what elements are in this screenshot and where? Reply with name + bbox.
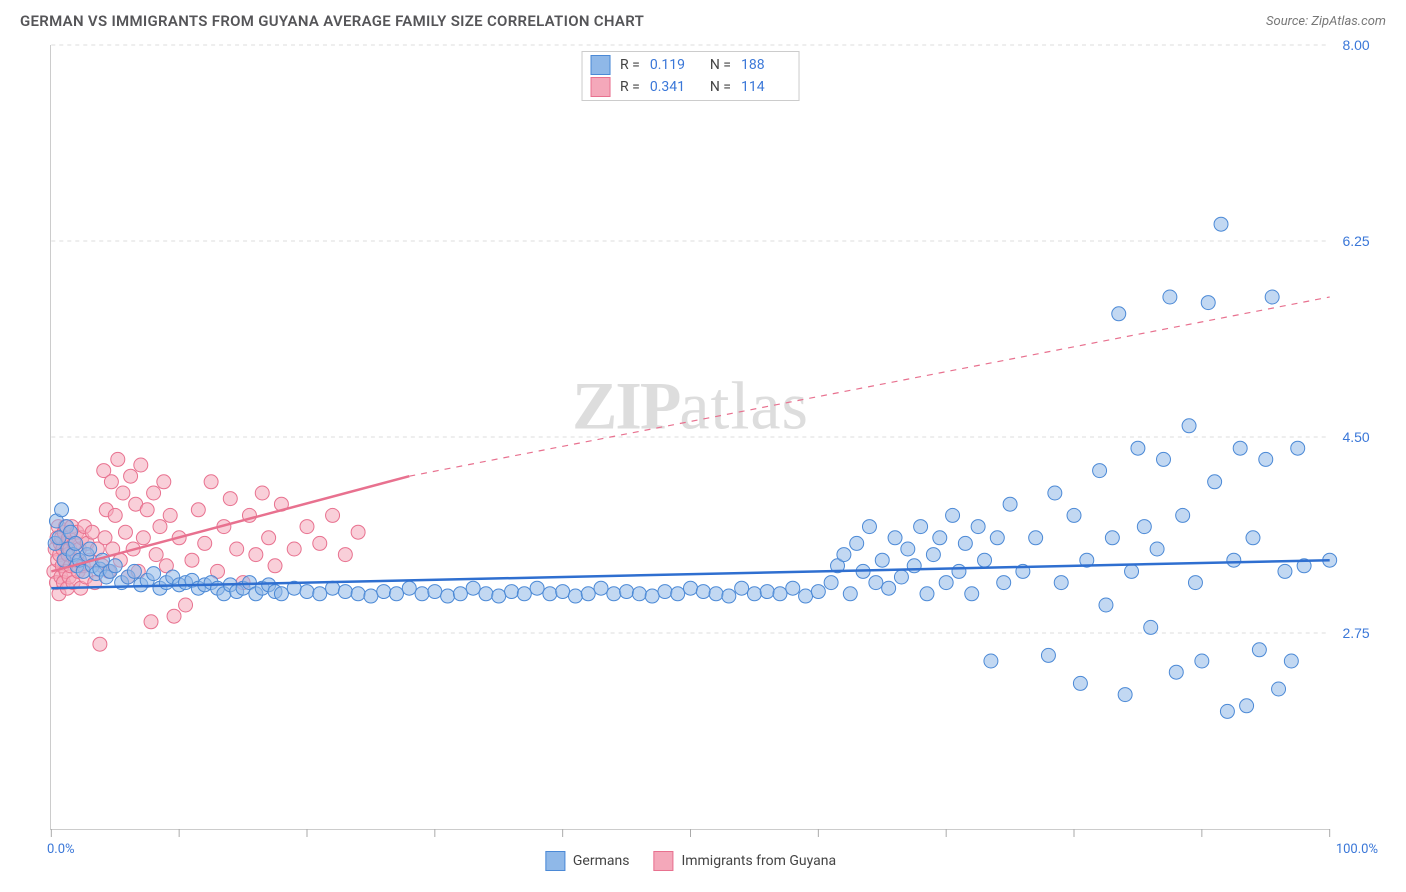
svg-text:2.75: 2.75 — [1342, 625, 1369, 641]
scatter-plot-svg: 2.754.506.258.00 — [51, 45, 1330, 829]
legend-bottom: Germans Immigrants from Guyana — [545, 851, 836, 871]
legend-n-value-1: 188 — [741, 57, 791, 73]
legend-r-value-2: 0.341 — [650, 79, 700, 95]
chart-title: GERMAN VS IMMIGRANTS FROM GUYANA AVERAGE… — [20, 12, 644, 30]
legend-bottom-swatch-pink — [653, 851, 673, 871]
legend-row-germans: R = 0.119 N = 188 — [590, 54, 791, 76]
legend-swatch-blue — [590, 55, 610, 75]
legend-n-label: N = — [710, 79, 731, 95]
svg-text:4.50: 4.50 — [1342, 429, 1369, 445]
legend-bottom-label-2: Immigrants from Guyana — [681, 853, 836, 869]
source-label: Source: ZipAtlas.com — [1266, 14, 1386, 29]
legend-n-label: N = — [710, 57, 731, 73]
legend-r-value-1: 0.119 — [650, 57, 700, 73]
legend-row-guyana: R = 0.341 N = 114 — [590, 76, 791, 98]
legend-r-label: R = — [620, 57, 640, 73]
legend-swatch-pink — [590, 77, 610, 97]
x-axis-min-label: 0.0% — [47, 842, 75, 857]
legend-r-label: R = — [620, 79, 640, 95]
svg-text:8.00: 8.00 — [1342, 37, 1369, 53]
legend-bottom-swatch-blue — [545, 851, 565, 871]
x-axis-max-label: 100.0% — [1336, 842, 1378, 857]
legend-bottom-label-1: Germans — [573, 853, 630, 869]
svg-text:6.25: 6.25 — [1342, 233, 1369, 249]
legend-n-value-2: 114 — [741, 79, 791, 95]
chart-legend-top: R = 0.119 N = 188 R = 0.341 N = 114 — [581, 51, 800, 101]
chart-area: R = 0.119 N = 188 R = 0.341 N = 114 ZIPa… — [50, 45, 1330, 830]
legend-bottom-item-2: Immigrants from Guyana — [653, 851, 836, 871]
legend-bottom-item-1: Germans — [545, 851, 630, 871]
